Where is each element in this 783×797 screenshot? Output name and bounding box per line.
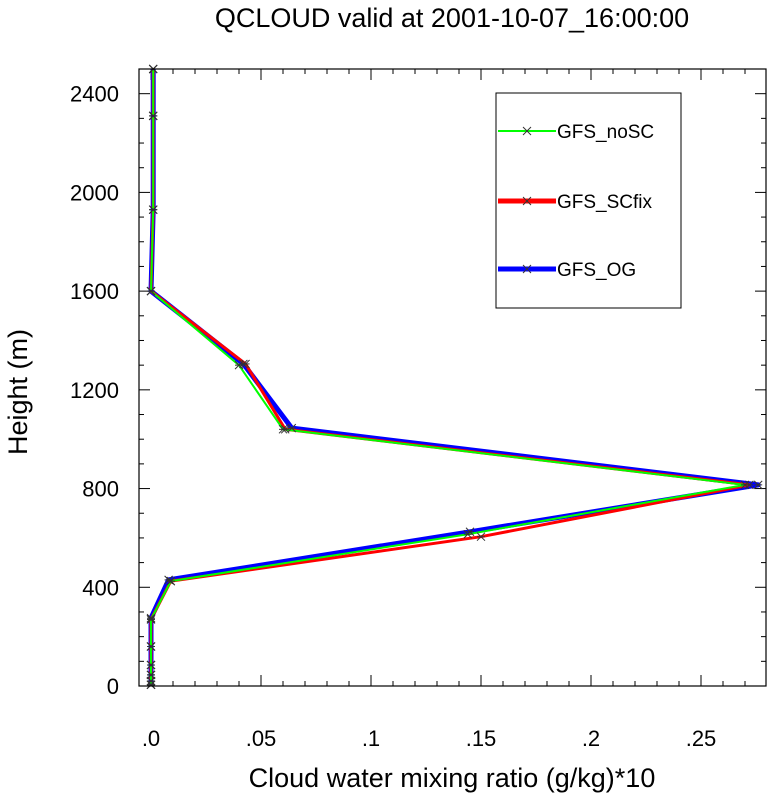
x-tick-label: .2 [582, 726, 600, 751]
x-tick-label: .1 [362, 726, 380, 751]
data-point-marker [146, 615, 156, 624]
chart-title: QCLOUD valid at 2001-10-07_16:00:00 [215, 3, 689, 33]
y-tick-label: 0 [107, 674, 119, 699]
data-point-marker [740, 480, 750, 490]
y-tick-label: 1600 [70, 279, 119, 304]
legend-label: GFS_OG [557, 260, 636, 281]
y-tick-label: 1200 [70, 378, 119, 403]
x-tick-label: .25 [686, 726, 717, 751]
data-point-marker [146, 680, 156, 690]
data-point-marker [164, 575, 173, 585]
data-point-marker [146, 642, 156, 651]
data-point-marker [148, 205, 158, 215]
legend-marker [522, 196, 532, 206]
data-point-marker [166, 576, 176, 586]
data-point-marker [148, 111, 158, 121]
data-point-marker [146, 660, 156, 670]
data-point-marker [146, 613, 156, 623]
axis-ticks-layer: 0 400 800 1200 1600 2000 2400 .0 .05 .1 .15 .2 .25 [70, 68, 766, 751]
y-tick-label: 2400 [70, 82, 119, 107]
x-tick-label: .0 [142, 726, 160, 751]
series-layer [146, 64, 763, 690]
data-point-marker [278, 424, 288, 434]
legend-label: GFS_SCfix [557, 192, 653, 213]
legend-marker [522, 264, 532, 274]
data-point-marker [146, 676, 156, 686]
x-tick-label: .05 [246, 726, 277, 751]
legend-marker [522, 126, 532, 136]
y-axis-label: Height (m) [3, 329, 33, 455]
y-tick-label: 2000 [70, 180, 119, 205]
y-tick-label: 800 [82, 477, 119, 502]
data-point-marker [146, 670, 156, 680]
data-point-marker [463, 529, 473, 539]
data-point-marker [476, 532, 486, 542]
x-axis-label: Cloud water mixing ratio (g/kg)*10 [249, 763, 656, 793]
data-point-marker [146, 286, 156, 296]
plot-frame [138, 68, 767, 687]
legend: GFS_noSC GFS_SCfix GFS_OG [495, 92, 682, 309]
y-tick-label: 400 [82, 575, 119, 600]
legend-label: GFS_noSC [557, 122, 654, 143]
data-point-marker [234, 360, 244, 370]
x-tick-label: .15 [466, 726, 497, 751]
data-point-marker [753, 480, 763, 490]
